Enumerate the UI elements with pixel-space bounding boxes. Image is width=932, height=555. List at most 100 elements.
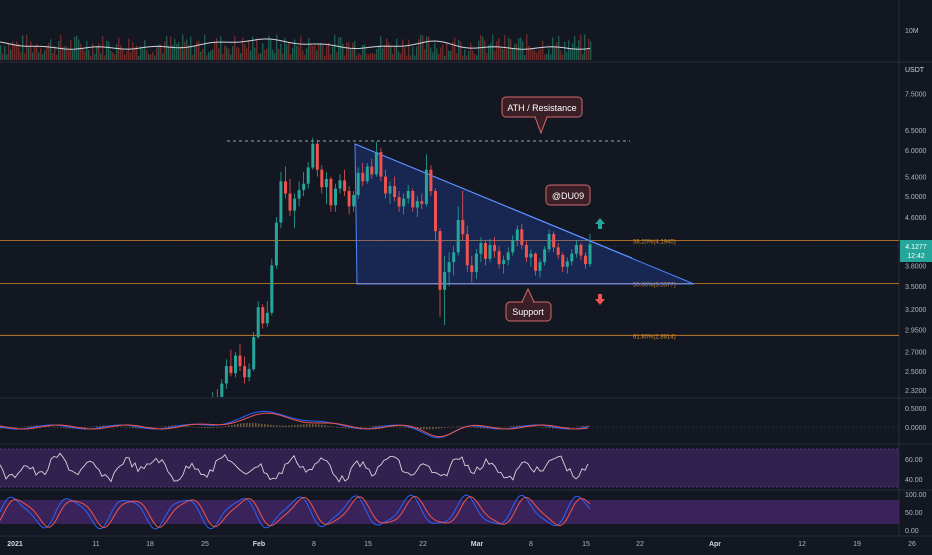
- volume-bar: [394, 46, 396, 60]
- volume-bar: [424, 49, 426, 60]
- down-arrow-icon[interactable]: [595, 294, 605, 305]
- volume-bar: [100, 53, 102, 60]
- fib-label: 38.20%(4.1940): [633, 240, 676, 246]
- candle: [379, 147, 383, 182]
- candle: [274, 217, 278, 269]
- volume-bar: [342, 43, 344, 60]
- macd-histogram-bar: [360, 427, 362, 428]
- volume-bar: [208, 52, 210, 60]
- macd-histogram-bar: [435, 427, 437, 429]
- volume-bar: [132, 42, 134, 60]
- volume-bar: [478, 40, 480, 60]
- volume-bar: [274, 53, 276, 60]
- volume-bar: [60, 35, 62, 60]
- support-callout[interactable]: Support: [505, 287, 552, 322]
- volume-bar: [408, 40, 410, 60]
- volume-bar: [430, 47, 432, 60]
- volume-bar: [584, 34, 586, 60]
- macd-histogram-bar: [363, 427, 365, 428]
- candle: [529, 249, 533, 267]
- volume-bar: [364, 44, 366, 60]
- macd-histogram-bar: [240, 423, 242, 427]
- volume-bar: [470, 42, 472, 60]
- time-tick-label: 12: [798, 541, 806, 548]
- candle: [270, 258, 274, 316]
- candle: [479, 237, 483, 263]
- volume-bar: [244, 44, 246, 60]
- volume-bar: [20, 52, 22, 60]
- macd-histogram-bar: [429, 427, 431, 430]
- macd-histogram-bar: [192, 426, 194, 428]
- macd-histogram-bar: [276, 425, 278, 427]
- volume-bar: [228, 48, 230, 60]
- macd-histogram-bar: [468, 427, 470, 428]
- macd-histogram-bar: [30, 425, 32, 427]
- macd-histogram-bar: [474, 427, 476, 428]
- volume-bar: [254, 47, 256, 60]
- volume-bar: [292, 47, 294, 60]
- macd-histogram-bar: [447, 427, 449, 428]
- volume-bar: [572, 43, 574, 60]
- volume-bar: [528, 45, 530, 60]
- macd-histogram-bar: [264, 424, 266, 427]
- volume-bar: [498, 38, 500, 60]
- macd-histogram-bar: [0, 427, 2, 429]
- volume-bar: [476, 55, 478, 60]
- macd-histogram-bar: [399, 426, 401, 428]
- volume-bar: [438, 54, 440, 60]
- macd-histogram-bar: [471, 427, 473, 428]
- volume-bar: [288, 42, 290, 60]
- volume-bar: [214, 42, 216, 60]
- candle: [429, 165, 433, 197]
- macd-histogram-bar: [552, 427, 554, 429]
- macd-histogram-bar: [261, 423, 263, 427]
- candle: [552, 231, 556, 253]
- price-axis[interactable]: 7.5000 6.5000 6.0000 5.4000 5.0000 4.6000 3.80…: [905, 92, 927, 395]
- macd-histogram-bar: [210, 427, 212, 429]
- resistance-trendline[interactable]: [354, 143, 633, 259]
- time-axis[interactable]: 2021 11 18 25 Feb 8 15 22 Mar 8 15 22 Apr 12 19 26: [7, 541, 916, 548]
- rsi-line: [0, 452, 589, 483]
- candle: [461, 191, 465, 241]
- candle: [456, 206, 460, 256]
- up-arrow-icon[interactable]: [595, 218, 605, 229]
- macd-signal-line: [0, 412, 589, 438]
- candle: [288, 179, 292, 216]
- macd-histogram-bar: [60, 427, 62, 428]
- candle: [470, 255, 474, 283]
- volume-bar: [322, 45, 324, 60]
- candle: [561, 252, 565, 273]
- macd-histogram-bar: [84, 427, 86, 428]
- volume-bar: [460, 41, 462, 60]
- volume-bar: [310, 44, 312, 60]
- volume-bar: [156, 46, 158, 60]
- volume-bar: [86, 40, 88, 60]
- volume-bar: [462, 55, 464, 60]
- volume-bar: [116, 44, 118, 60]
- macd-histogram-bar: [258, 423, 260, 427]
- macd-histogram-bar: [291, 425, 293, 427]
- volume-bar: [566, 51, 568, 60]
- macd-histogram-bar: [81, 427, 83, 429]
- author-callout[interactable]: @DU09: [545, 184, 591, 206]
- macd-histogram-bar: [378, 425, 380, 427]
- ath-callout[interactable]: ATH / Resistance: [501, 96, 583, 135]
- candle: [465, 225, 469, 273]
- volume-bar: [246, 48, 248, 60]
- volume-bar: [538, 49, 540, 60]
- macd-histogram-bar: [543, 427, 545, 428]
- volume-bar: [162, 53, 164, 60]
- macd-histogram-bar: [369, 426, 371, 427]
- volume-bar: [108, 41, 110, 60]
- volume-bar: [542, 40, 544, 60]
- volume-bar: [486, 53, 488, 60]
- volume-bar: [96, 46, 98, 60]
- stoch-d-line: [0, 496, 591, 529]
- macd-histogram-bar: [516, 425, 518, 427]
- current-price-label: 4.1277: [905, 244, 927, 251]
- macd-histogram-bar: [69, 427, 71, 429]
- volume-bar: [98, 43, 100, 60]
- candle: [447, 252, 451, 287]
- stoch-tick-0: 100.00: [905, 492, 927, 499]
